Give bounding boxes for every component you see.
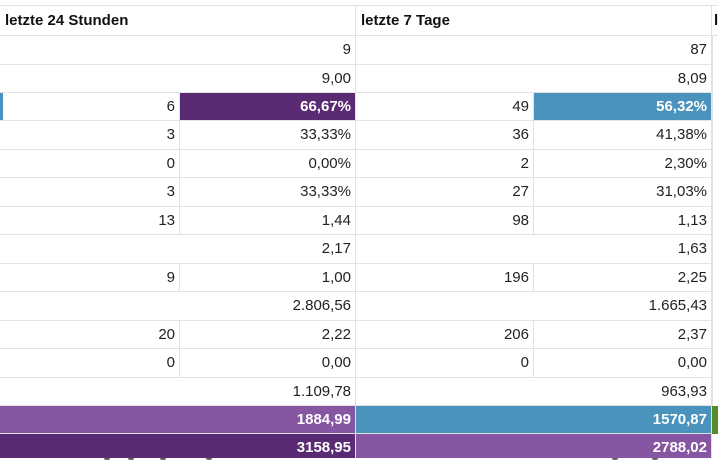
cell-24h-count[interactable]: 9 bbox=[0, 264, 180, 292]
cell-7d-count[interactable]: 36 bbox=[356, 121, 534, 150]
cell-24h-percent[interactable]: 33,33% bbox=[180, 178, 356, 207]
cell-7d-value[interactable]: 1,63 bbox=[356, 235, 712, 264]
cell-24h-value[interactable]: 9,00 bbox=[0, 65, 356, 93]
cell-24h-count[interactable]: 0 bbox=[0, 150, 180, 178]
cell-24h-percent[interactable]: 33,33% bbox=[180, 121, 356, 150]
cell-7d-ratio[interactable]: 2,25 bbox=[534, 264, 712, 292]
header-next-column-partial[interactable]: l bbox=[712, 6, 718, 36]
cell-24h-ratio[interactable]: 1,00 bbox=[180, 264, 356, 292]
cell-7d-count[interactable]: 196 bbox=[356, 264, 534, 292]
cell-24h-count[interactable]: 3 bbox=[0, 178, 180, 207]
next-row-partial bbox=[0, 458, 718, 468]
cell-7d-ratio[interactable]: 0,00 bbox=[534, 349, 712, 378]
header-last-24-hours[interactable]: letzte 24 Stunden bbox=[0, 6, 356, 36]
cell-7d-count[interactable]: 98 bbox=[356, 207, 534, 235]
cell-7d-count[interactable]: 49 bbox=[356, 93, 534, 121]
cell-7d-count[interactable]: 2 bbox=[356, 150, 534, 178]
cell-24h-percent[interactable]: 0,00% bbox=[180, 150, 356, 178]
cell-7d-percent[interactable]: 31,03% bbox=[534, 178, 712, 207]
cell-24h-value[interactable]: 1.109,78 bbox=[0, 378, 356, 406]
cell-7d-total-count[interactable]: 87 bbox=[356, 36, 712, 65]
cell-7d-count[interactable]: 27 bbox=[356, 178, 534, 207]
cell-7d-count[interactable]: 0 bbox=[356, 349, 534, 378]
cell-7d-value[interactable]: 963,93 bbox=[356, 378, 712, 406]
cell-7d-ratio[interactable]: 1,13 bbox=[534, 207, 712, 235]
cell-7d-percent[interactable]: 2,30% bbox=[534, 150, 712, 178]
cell-24h-subtotal[interactable]: 1884,99 bbox=[0, 406, 356, 434]
cell-7d-ratio[interactable]: 2,37 bbox=[534, 321, 712, 349]
cell-24h-ratio[interactable]: 2,22 bbox=[180, 321, 356, 349]
header-last-7-days[interactable]: letzte 7 Tage bbox=[356, 6, 712, 36]
cell-24h-value[interactable]: 2,17 bbox=[0, 235, 356, 264]
row-selection-marker bbox=[0, 93, 3, 121]
cell-7d-value[interactable]: 1.665,43 bbox=[356, 292, 712, 321]
cell-7d-count[interactable]: 206 bbox=[356, 321, 534, 349]
cell-24h-count[interactable]: 13 bbox=[0, 207, 180, 235]
grid-column-divider bbox=[712, 36, 713, 406]
cell-24h-ratio[interactable]: 1,44 bbox=[180, 207, 356, 235]
cell-24h-total-count[interactable]: 9 bbox=[0, 36, 356, 65]
cell-24h-count[interactable]: 0 bbox=[0, 349, 180, 378]
cell-24h-count[interactable]: 20 bbox=[0, 321, 180, 349]
cell-24h-count[interactable]: 3 bbox=[0, 121, 180, 150]
grid-top-border bbox=[0, 5, 718, 6]
cell-7d-percent[interactable]: 41,38% bbox=[534, 121, 712, 150]
cell-24h-value[interactable]: 2.806,56 bbox=[0, 292, 356, 321]
cell-7d-value[interactable]: 8,09 bbox=[356, 65, 712, 93]
cell-24h-percent-highlight[interactable]: 66,67% bbox=[180, 93, 356, 121]
cell-24h-count[interactable]: 6 bbox=[0, 93, 180, 121]
cell-7d-subtotal[interactable]: 1570,87 bbox=[356, 406, 712, 434]
cell-24h-ratio[interactable]: 0,00 bbox=[180, 349, 356, 378]
cell-7d-percent-highlight[interactable]: 56,32% bbox=[534, 93, 712, 121]
cell-next-column-partial-green[interactable] bbox=[712, 406, 718, 434]
